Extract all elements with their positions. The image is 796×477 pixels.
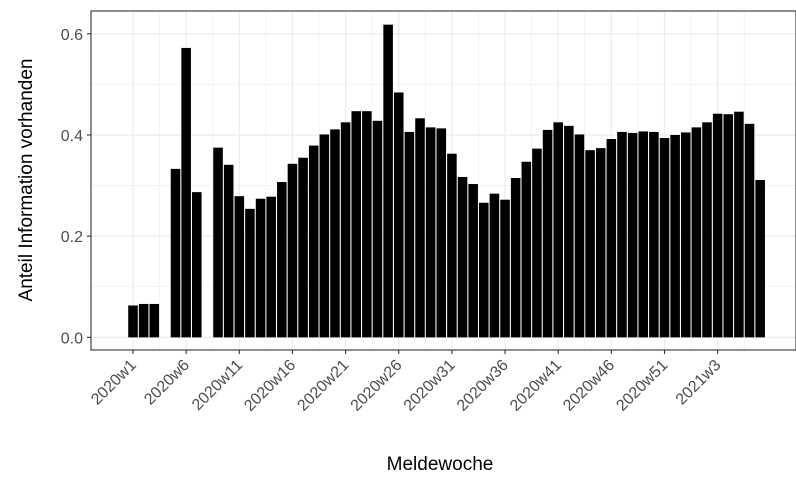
bar <box>670 134 680 338</box>
x-tick-label: 2020w51 <box>613 357 671 415</box>
bar <box>393 92 404 338</box>
bar <box>340 122 351 338</box>
bar <box>266 196 276 338</box>
bar <box>223 164 234 338</box>
bar <box>415 118 425 338</box>
x-tick-label: 2020w41 <box>507 357 565 415</box>
bar <box>489 193 500 338</box>
bar <box>723 114 734 338</box>
bar <box>606 139 617 338</box>
x-tick-label: 2020w1 <box>88 357 140 409</box>
bar <box>691 127 702 338</box>
y-tick-label: 0.6 <box>61 27 83 44</box>
y-tick-label: 0.4 <box>61 128 83 145</box>
bar <box>627 132 638 338</box>
bar <box>362 111 372 338</box>
bar <box>574 134 585 338</box>
bar <box>308 145 319 338</box>
x-tick-label: 2020w26 <box>348 357 406 415</box>
x-tick-label: 2020w46 <box>560 357 618 415</box>
bar <box>617 131 627 338</box>
bar <box>149 303 160 338</box>
bar <box>383 24 393 338</box>
y-axis-title: Anteil Information vorhanden <box>16 59 37 302</box>
bar <box>734 111 744 338</box>
bar <box>234 196 245 338</box>
x-tick-label: 2020w11 <box>189 357 246 414</box>
bar <box>500 199 510 338</box>
bar <box>712 113 723 338</box>
bar <box>564 125 574 338</box>
y-tick-label: 0.2 <box>61 229 83 246</box>
bar <box>404 131 415 338</box>
y-axis: 0.0 0.2 0.4 0.6 <box>61 27 91 347</box>
bar <box>702 122 712 338</box>
x-tick-label: 2020w31 <box>401 357 459 415</box>
bar <box>138 303 149 338</box>
bar <box>468 184 478 338</box>
x-tick-label: 2020w16 <box>241 357 299 415</box>
bar <box>542 129 553 338</box>
x-axis: 2020w1 2020w62020w112020w162020w212020w26… <box>88 350 725 415</box>
bar <box>319 134 330 338</box>
bar <box>351 111 362 338</box>
bar <box>425 127 436 338</box>
bar <box>330 129 340 338</box>
y-tick-label: 0.0 <box>61 330 83 347</box>
bar <box>479 202 489 338</box>
bar <box>277 182 287 338</box>
bar <box>755 179 765 338</box>
bar <box>245 208 255 338</box>
bar <box>436 128 447 338</box>
bar <box>680 132 691 338</box>
bar <box>447 153 457 338</box>
bar <box>372 120 383 338</box>
bars <box>128 24 765 338</box>
bar <box>255 198 266 338</box>
x-tick-label: 2021w3 <box>673 357 725 409</box>
x-tick-label: 2020w36 <box>454 357 512 415</box>
bar <box>649 131 659 338</box>
bar <box>128 305 138 338</box>
bar <box>298 157 308 338</box>
bar <box>170 168 181 338</box>
bar <box>191 192 202 338</box>
bar <box>510 177 521 338</box>
x-tick-label: 2020w21 <box>294 357 352 415</box>
bar <box>638 131 649 338</box>
bar <box>659 137 670 338</box>
bar <box>532 148 542 338</box>
bar <box>213 147 223 338</box>
bar <box>287 163 298 338</box>
bar <box>553 122 563 338</box>
bar <box>585 150 595 338</box>
panel-border <box>90 10 796 351</box>
bar <box>181 47 191 338</box>
bar <box>595 148 606 338</box>
x-axis-title: Meldewoche <box>387 454 494 475</box>
x-tick-label: 2020w6 <box>141 357 193 409</box>
bar <box>457 176 468 338</box>
bar <box>521 161 532 338</box>
bar <box>744 123 755 338</box>
